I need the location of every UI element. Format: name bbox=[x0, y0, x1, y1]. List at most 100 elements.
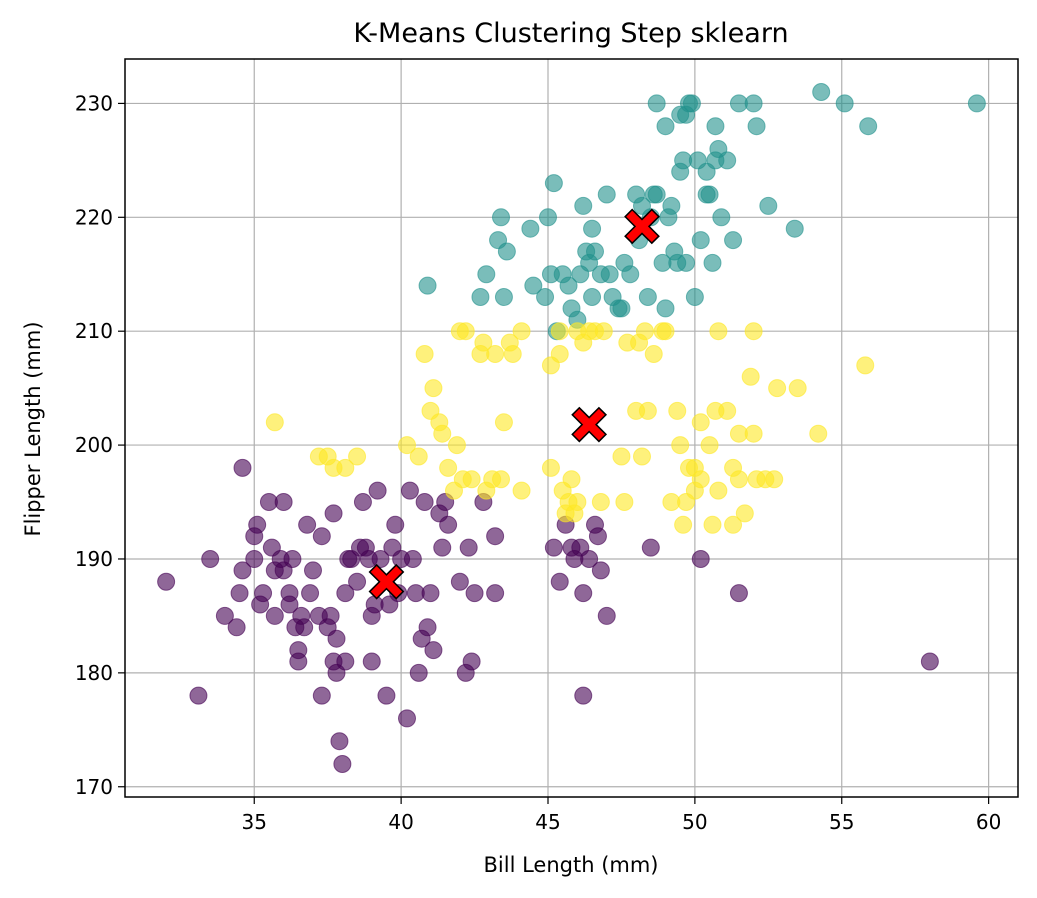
data-point bbox=[671, 105, 690, 124]
data-point bbox=[744, 322, 763, 341]
data-point bbox=[398, 709, 416, 728]
data-point bbox=[856, 356, 875, 375]
data-point bbox=[641, 538, 660, 557]
centroid-markers bbox=[368, 208, 660, 600]
data-point bbox=[433, 424, 452, 443]
data-point bbox=[230, 584, 249, 603]
data-point bbox=[465, 584, 484, 603]
data-point bbox=[521, 219, 540, 238]
grid-lines bbox=[125, 59, 1018, 797]
centroid-marker bbox=[571, 406, 608, 443]
data-point bbox=[744, 94, 763, 113]
data-point bbox=[409, 663, 428, 682]
data-point bbox=[638, 288, 657, 307]
data-point bbox=[201, 549, 220, 568]
data-point bbox=[301, 584, 320, 603]
data-point bbox=[486, 527, 505, 546]
data-point bbox=[550, 572, 569, 591]
y-tick-label: 220 bbox=[75, 205, 113, 229]
data-point bbox=[312, 527, 331, 546]
data-point bbox=[336, 458, 355, 477]
data-point bbox=[574, 196, 593, 215]
data-point bbox=[492, 208, 510, 227]
data-point bbox=[415, 493, 434, 512]
data-point bbox=[759, 196, 778, 215]
data-point bbox=[812, 83, 831, 102]
data-point bbox=[544, 538, 563, 557]
data-point bbox=[280, 595, 299, 614]
data-point bbox=[512, 481, 531, 500]
data-point bbox=[439, 515, 458, 534]
data-point bbox=[691, 413, 710, 432]
data-point bbox=[644, 344, 663, 363]
data-point bbox=[298, 515, 317, 534]
data-point bbox=[503, 344, 522, 363]
y-tick-label: 170 bbox=[75, 775, 113, 799]
data-point bbox=[703, 515, 722, 534]
x-tick-label: 45 bbox=[535, 810, 560, 834]
data-point bbox=[371, 549, 390, 568]
data-point bbox=[765, 470, 784, 489]
data-point bbox=[550, 322, 569, 341]
data-point bbox=[718, 151, 737, 170]
data-point bbox=[706, 117, 725, 136]
data-point bbox=[668, 401, 687, 420]
data-point bbox=[583, 288, 602, 307]
data-point bbox=[462, 652, 481, 671]
y-tick-label: 230 bbox=[75, 91, 113, 115]
y-tick-label: 210 bbox=[75, 319, 113, 343]
data-point bbox=[574, 686, 593, 705]
x-axis-label: Bill Length (mm) bbox=[484, 853, 659, 877]
data-point bbox=[633, 447, 651, 466]
data-point bbox=[362, 652, 381, 671]
plot-frame bbox=[124, 58, 1019, 798]
data-point bbox=[492, 470, 510, 489]
data-point bbox=[400, 481, 419, 500]
data-point bbox=[768, 379, 787, 398]
data-point bbox=[462, 470, 481, 489]
data-point bbox=[254, 584, 273, 603]
data-point bbox=[568, 493, 587, 512]
data-point bbox=[656, 299, 675, 318]
data-point bbox=[386, 515, 405, 534]
data-point bbox=[157, 572, 176, 591]
data-point bbox=[398, 436, 416, 455]
data-point bbox=[724, 231, 743, 250]
data-point bbox=[809, 424, 828, 443]
y-axis-label: Flipper Length (mm) bbox=[21, 321, 45, 536]
data-point bbox=[600, 265, 619, 284]
data-point bbox=[418, 618, 437, 637]
data-point bbox=[377, 686, 396, 705]
data-point bbox=[588, 527, 607, 546]
data-point bbox=[245, 549, 264, 568]
data-point bbox=[447, 436, 466, 455]
data-point bbox=[583, 219, 602, 238]
data-point bbox=[544, 174, 563, 193]
data-point bbox=[671, 436, 690, 455]
data-point bbox=[333, 754, 352, 773]
data-point bbox=[718, 401, 737, 420]
data-point bbox=[336, 584, 355, 603]
data-point bbox=[747, 117, 766, 136]
data-points bbox=[157, 83, 986, 773]
x-tick-label: 35 bbox=[242, 810, 267, 834]
data-point bbox=[550, 344, 569, 363]
data-point bbox=[615, 493, 634, 512]
data-point bbox=[691, 231, 710, 250]
data-point bbox=[647, 185, 666, 204]
data-point bbox=[691, 549, 710, 568]
data-point bbox=[494, 413, 513, 432]
data-point bbox=[709, 322, 728, 341]
data-point bbox=[424, 641, 443, 660]
data-point bbox=[559, 276, 578, 295]
data-point bbox=[597, 606, 616, 625]
data-point bbox=[233, 458, 252, 477]
data-point bbox=[744, 424, 763, 443]
y-axis-ticks: 170 180 190 200 210 220 230 bbox=[75, 91, 125, 799]
data-point bbox=[724, 515, 743, 534]
data-point bbox=[421, 584, 440, 603]
data-point bbox=[709, 481, 728, 500]
centroid-marker bbox=[624, 208, 660, 245]
data-point bbox=[586, 242, 604, 261]
data-point bbox=[459, 538, 478, 557]
